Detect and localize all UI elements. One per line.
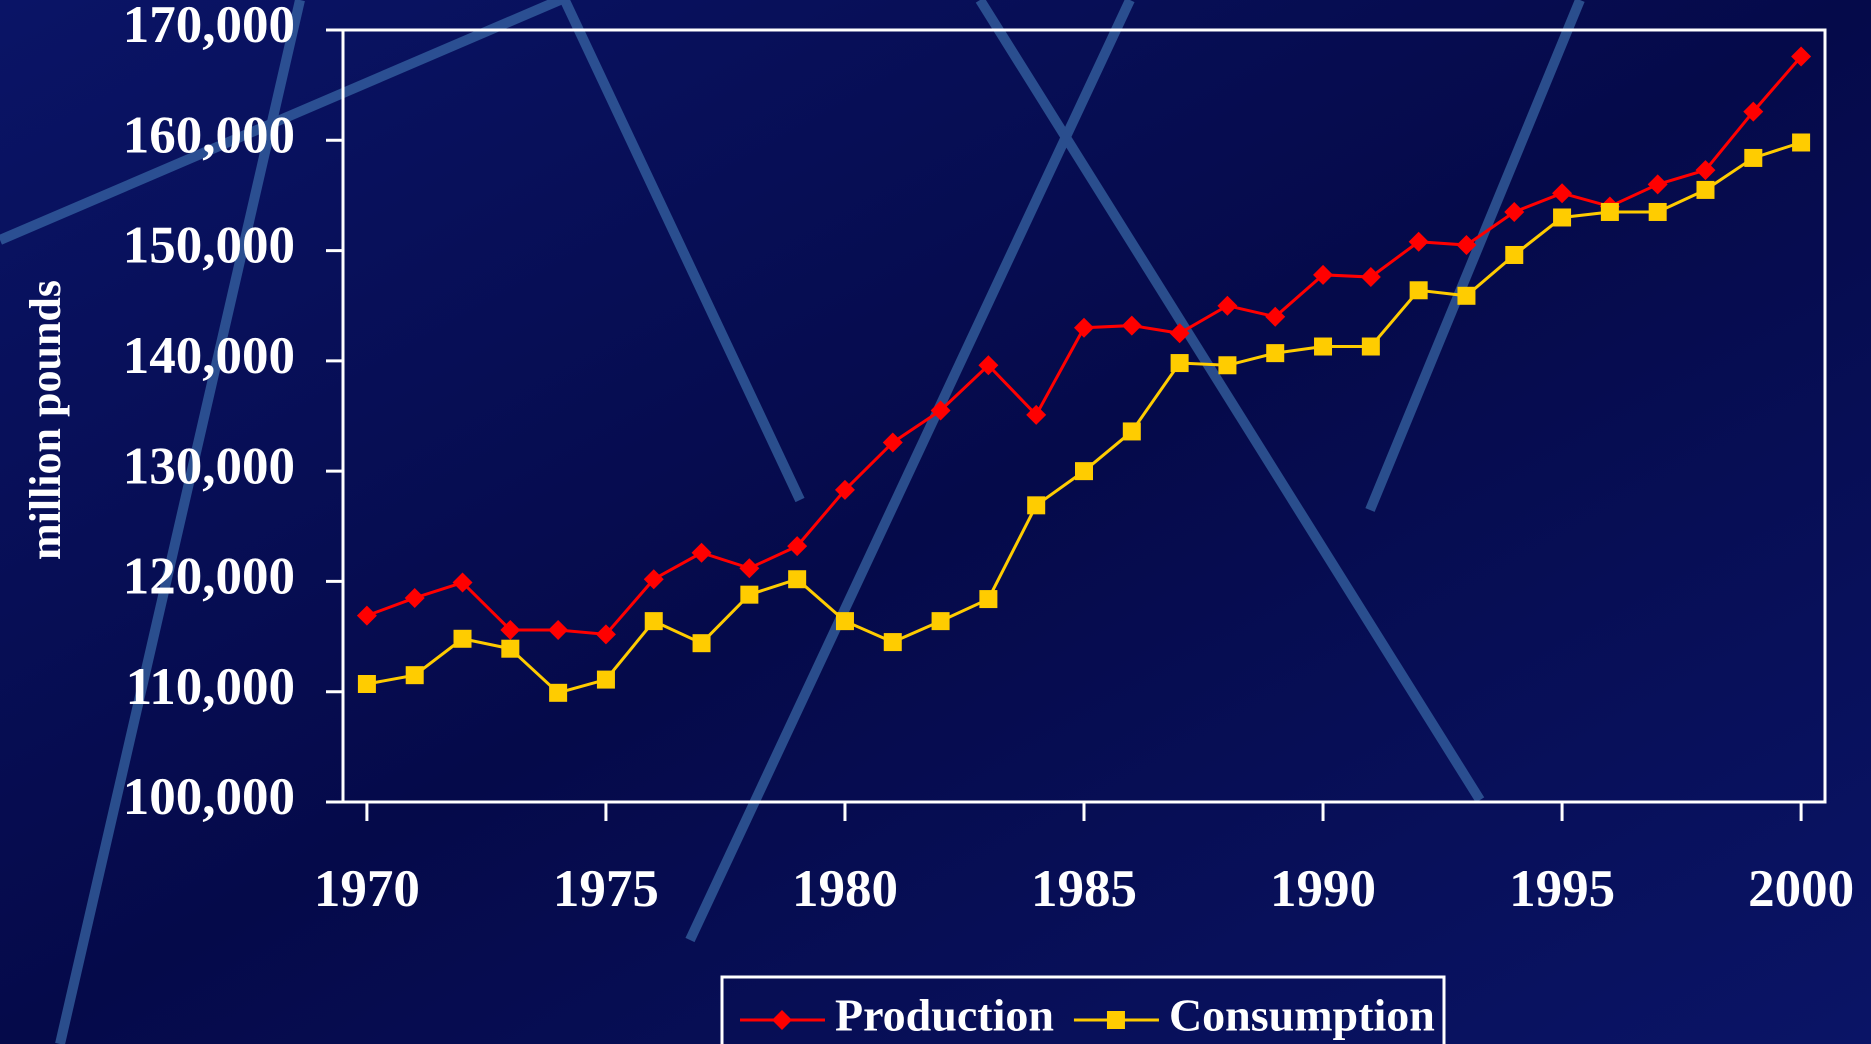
y-tick-label: 110,000 <box>126 658 295 716</box>
point <box>1171 354 1189 372</box>
point <box>501 640 519 658</box>
point <box>1362 338 1380 356</box>
legend-label: Consumption <box>1169 990 1435 1041</box>
point <box>788 570 806 588</box>
point <box>1601 203 1619 221</box>
point <box>884 633 902 651</box>
point <box>1696 181 1714 199</box>
point <box>979 590 997 608</box>
legend-label: Production <box>835 990 1054 1041</box>
x-tick-label: 1995 <box>1509 860 1615 918</box>
x-tick-label: 1985 <box>1031 860 1137 918</box>
point <box>1266 344 1284 362</box>
point <box>1218 356 1236 374</box>
point <box>1744 149 1762 167</box>
point <box>1027 496 1045 514</box>
legend-marker <box>1107 1011 1125 1029</box>
point <box>740 586 758 604</box>
point <box>454 630 472 648</box>
y-tick-label: 150,000 <box>123 217 295 275</box>
chart: million pounds 100,000 110,000 120,000 130,… <box>0 0 1871 1044</box>
point <box>1410 281 1428 299</box>
x-tick-label: 2000 <box>1748 860 1854 918</box>
x-tick-label: 1990 <box>1270 860 1376 918</box>
y-tick-label: 100,000 <box>123 768 295 826</box>
point <box>1649 203 1667 221</box>
point <box>358 675 376 693</box>
point <box>406 666 424 684</box>
x-tick-label: 1970 <box>314 860 420 918</box>
y-tick-label: 160,000 <box>123 106 295 164</box>
point <box>836 612 854 630</box>
point <box>1792 133 1810 151</box>
point <box>645 612 663 630</box>
point <box>932 612 950 630</box>
x-tick-label: 1975 <box>553 860 659 918</box>
x-tick-label: 1980 <box>792 860 898 918</box>
y-tick-label: 140,000 <box>123 327 295 385</box>
point <box>1314 338 1332 356</box>
point <box>597 671 615 689</box>
point <box>1123 422 1141 440</box>
point <box>1553 208 1571 226</box>
point <box>549 684 567 702</box>
y-axis-label: million pounds <box>21 280 70 560</box>
point <box>1505 246 1523 264</box>
y-tick-label: 120,000 <box>123 548 295 606</box>
y-tick-label: 170,000 <box>123 0 295 54</box>
point <box>693 634 711 652</box>
point <box>1075 462 1093 480</box>
page: {"chart_data": {"type": "line", "y_label… <box>0 0 1871 1044</box>
y-tick-label: 130,000 <box>123 437 295 495</box>
point <box>1457 287 1475 305</box>
